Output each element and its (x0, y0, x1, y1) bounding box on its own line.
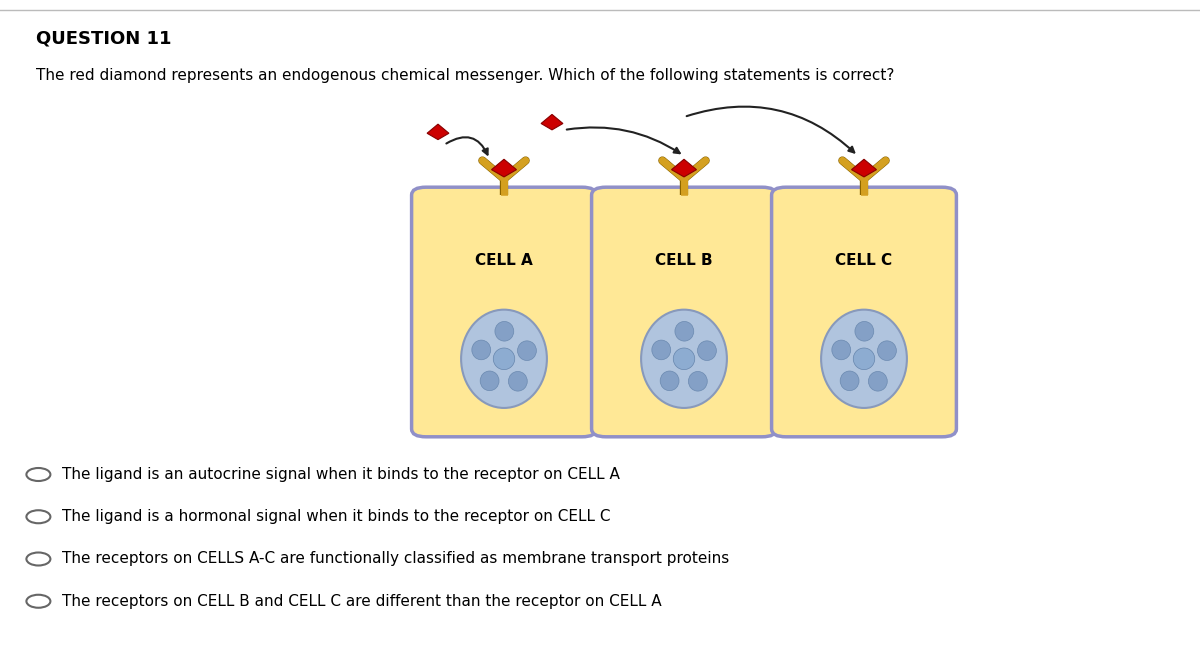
Ellipse shape (509, 371, 527, 391)
Ellipse shape (821, 309, 907, 408)
FancyBboxPatch shape (772, 187, 956, 437)
Text: CELL C: CELL C (835, 253, 893, 268)
Text: CELL B: CELL B (655, 253, 713, 268)
Ellipse shape (480, 371, 499, 391)
Ellipse shape (674, 322, 694, 341)
Ellipse shape (840, 371, 859, 391)
Polygon shape (541, 114, 563, 130)
Text: The ligand is a hormonal signal when it binds to the receptor on CELL C: The ligand is a hormonal signal when it … (62, 509, 611, 525)
Ellipse shape (854, 322, 874, 341)
Text: The receptors on CELLS A-C are functionally classified as membrane transport pro: The receptors on CELLS A-C are functiona… (62, 551, 730, 567)
Ellipse shape (673, 348, 695, 370)
Ellipse shape (517, 341, 536, 361)
FancyBboxPatch shape (592, 187, 776, 437)
Ellipse shape (461, 309, 547, 408)
Ellipse shape (493, 348, 515, 370)
FancyArrowPatch shape (566, 127, 679, 153)
Ellipse shape (697, 341, 716, 361)
Ellipse shape (660, 371, 679, 391)
Ellipse shape (689, 371, 707, 391)
Ellipse shape (472, 340, 491, 359)
Polygon shape (852, 159, 876, 177)
Polygon shape (672, 159, 696, 177)
Text: The receptors on CELL B and CELL C are different than the receptor on CELL A: The receptors on CELL B and CELL C are d… (62, 593, 662, 609)
Ellipse shape (494, 322, 514, 341)
Ellipse shape (652, 340, 671, 359)
Ellipse shape (641, 309, 727, 408)
Polygon shape (427, 124, 449, 140)
Polygon shape (492, 159, 516, 177)
FancyBboxPatch shape (412, 187, 596, 437)
Text: CELL A: CELL A (475, 253, 533, 268)
Ellipse shape (832, 340, 851, 359)
Ellipse shape (869, 371, 887, 391)
FancyArrowPatch shape (686, 107, 854, 153)
FancyArrowPatch shape (446, 137, 487, 155)
Ellipse shape (853, 348, 875, 370)
Text: The ligand is an autocrine signal when it binds to the receptor on CELL A: The ligand is an autocrine signal when i… (62, 467, 620, 482)
Text: The red diamond represents an endogenous chemical messenger. Which of the follow: The red diamond represents an endogenous… (36, 68, 894, 83)
Text: QUESTION 11: QUESTION 11 (36, 29, 172, 47)
Ellipse shape (877, 341, 896, 361)
